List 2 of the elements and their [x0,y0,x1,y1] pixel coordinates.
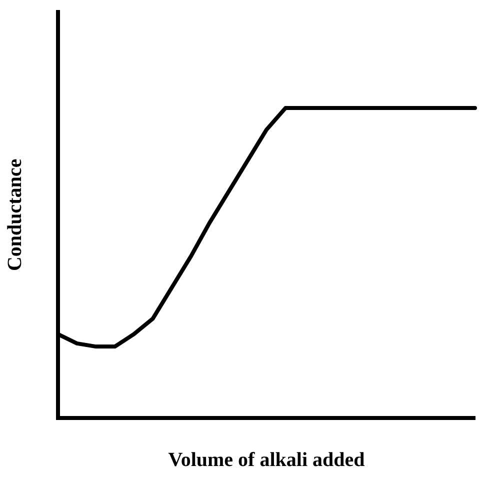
x-axis-title: Volume of alkali added [168,449,365,472]
y-axis-title: Conductance [4,158,26,272]
